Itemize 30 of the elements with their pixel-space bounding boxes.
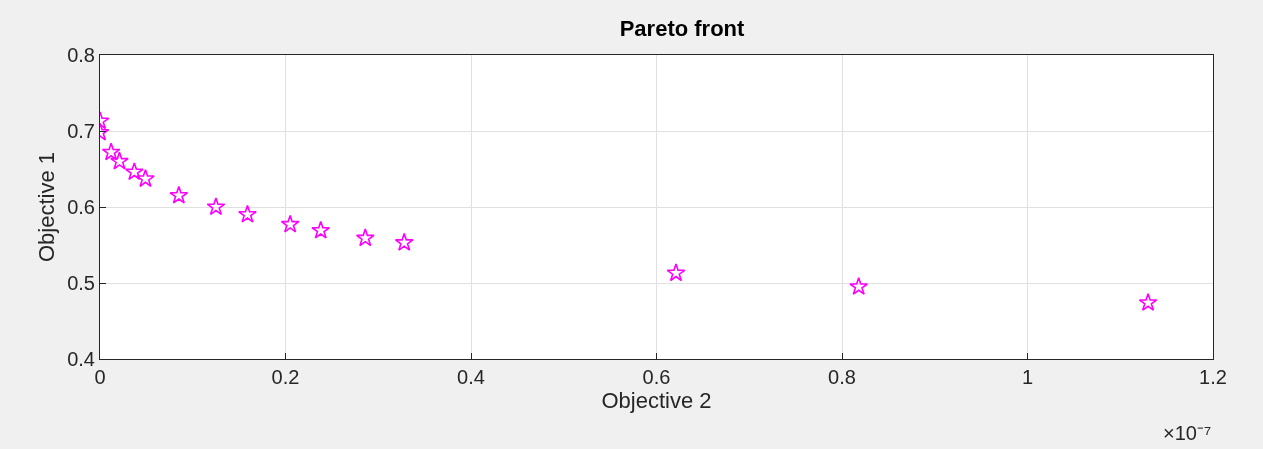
point: [206, 197, 226, 216]
point: [394, 232, 414, 251]
point: [1138, 292, 1158, 311]
x-tick-label: 1: [1021, 366, 1034, 388]
point: [280, 214, 300, 233]
point: [136, 168, 155, 188]
x-tick-label: 0.2: [271, 366, 300, 388]
point: [110, 151, 129, 170]
x-tick-label: 0.8: [828, 366, 856, 388]
text: ×10⁻⁷: [1163, 422, 1212, 444]
x-tick-label: 0: [94, 366, 106, 388]
x-tick-label: 0.6: [642, 366, 671, 388]
y-tick-label: 0.5: [67, 272, 95, 294]
y-tick-label: 0.6: [67, 196, 95, 218]
point: [666, 263, 686, 282]
point: [124, 162, 144, 181]
y-tick-label: 0.8: [67, 44, 95, 66]
y-axis-title: Objective 1: [33, 151, 59, 263]
y-tick-label: 0.7: [67, 120, 95, 142]
point: [311, 220, 331, 239]
x-axis-title: Objective 2: [601, 388, 712, 413]
point: [849, 276, 869, 295]
x-tick-label: 0.4: [457, 366, 485, 388]
point: [238, 204, 257, 223]
point: [169, 185, 189, 204]
point: [355, 228, 375, 247]
point: [101, 142, 121, 161]
chart-title: Pareto front: [619, 15, 746, 41]
y-tick-label: 0.4: [67, 348, 95, 370]
x-tick-label: 1.2: [1199, 366, 1227, 388]
